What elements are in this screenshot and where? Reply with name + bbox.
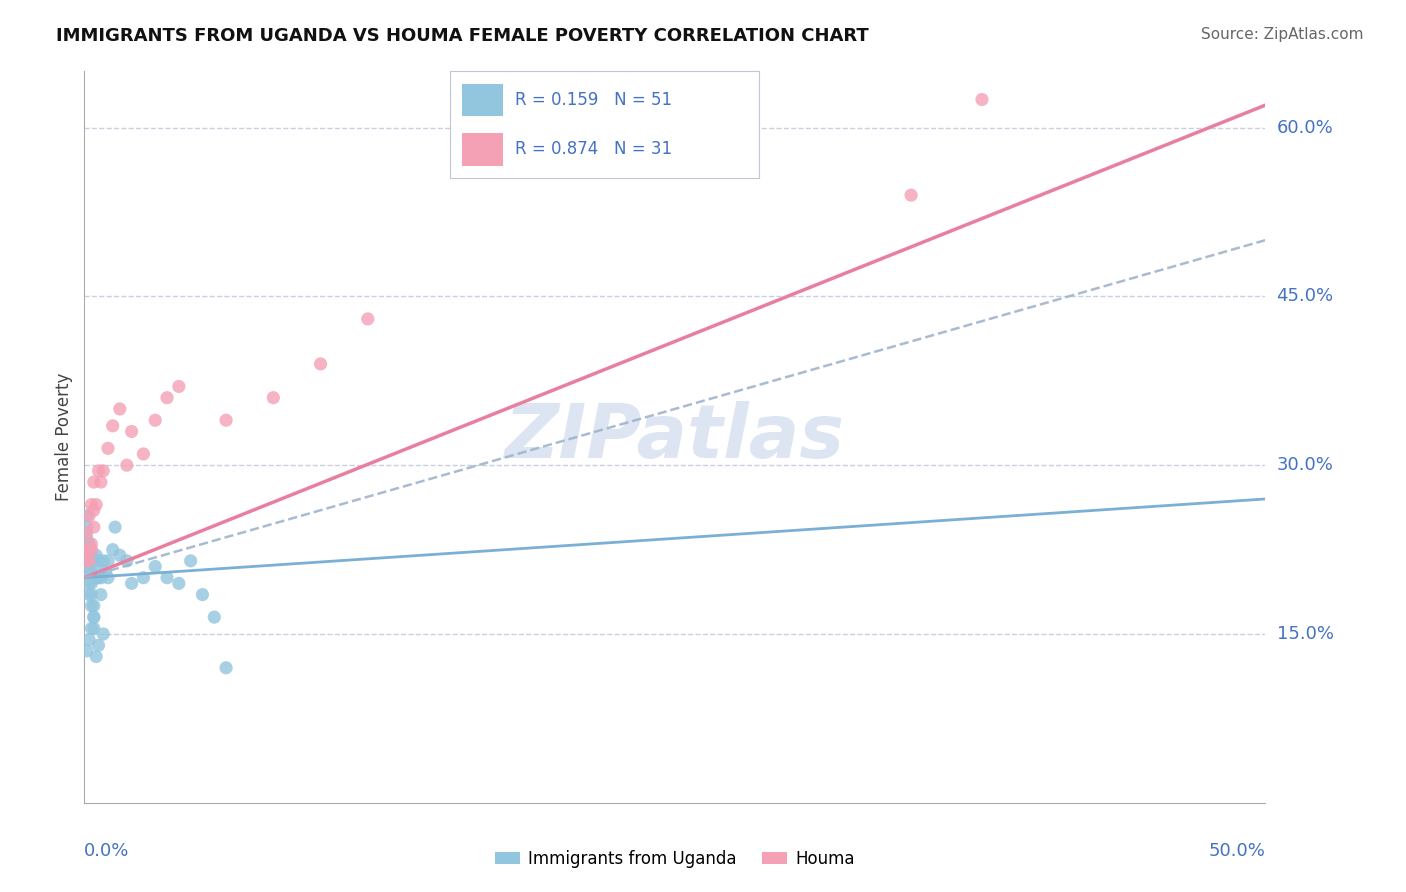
Point [91, 627, 114, 641]
Point [900, 188, 922, 202]
Point [83, 610, 105, 624]
Point [80, 537, 103, 551]
Point [132, 447, 155, 461]
Point [87, 464, 110, 478]
Point [115, 554, 138, 568]
Point [83, 610, 105, 624]
Point [77, 537, 100, 551]
Point [77, 542, 100, 557]
Point [76, 532, 98, 546]
Point [94, 565, 117, 579]
Point [90, 588, 112, 602]
Point [143, 559, 166, 574]
Point [76, 508, 98, 523]
Point [143, 413, 166, 427]
Point [104, 520, 127, 534]
Point [77, 576, 100, 591]
Point [80, 621, 103, 635]
Point [191, 588, 214, 602]
Point [115, 458, 138, 473]
Point [101, 542, 124, 557]
Point [80, 576, 103, 591]
Point [156, 571, 179, 585]
FancyBboxPatch shape [463, 84, 502, 116]
Point [76, 554, 98, 568]
Point [76, 542, 98, 557]
Point [83, 475, 105, 489]
Point [77, 588, 100, 602]
Point [84, 571, 107, 585]
Point [87, 554, 110, 568]
Point [202, 610, 225, 624]
Text: 15.0%: 15.0% [1277, 625, 1333, 643]
Point [970, 93, 993, 107]
Point [83, 520, 105, 534]
Text: 50.0%: 50.0% [1209, 842, 1265, 860]
Point [180, 554, 202, 568]
Point [84, 498, 107, 512]
Point [215, 661, 238, 675]
Point [132, 571, 155, 585]
Point [97, 442, 120, 456]
Point [80, 588, 103, 602]
Point [76, 542, 98, 557]
Point [80, 565, 103, 579]
Text: 60.0%: 60.0% [1277, 119, 1333, 136]
Point [76, 644, 98, 658]
Point [84, 548, 107, 562]
Point [77, 554, 100, 568]
Text: R = 0.874   N = 31: R = 0.874 N = 31 [515, 141, 672, 159]
Point [80, 599, 103, 613]
Text: 45.0%: 45.0% [1277, 287, 1334, 305]
Point [309, 357, 332, 371]
Point [83, 621, 105, 635]
Point [77, 554, 100, 568]
Point [167, 576, 190, 591]
Point [77, 508, 100, 523]
Point [80, 554, 103, 568]
Point [90, 571, 112, 585]
Point [77, 632, 100, 647]
Point [167, 379, 190, 393]
Point [90, 475, 112, 489]
Point [84, 559, 107, 574]
Text: ZIPatlas: ZIPatlas [505, 401, 845, 474]
Point [84, 649, 107, 664]
Text: 30.0%: 30.0% [1277, 456, 1333, 475]
Point [77, 542, 100, 557]
Point [215, 413, 238, 427]
Text: R = 0.159   N = 51: R = 0.159 N = 51 [515, 91, 672, 109]
Point [156, 391, 179, 405]
Point [76, 525, 98, 540]
Point [121, 576, 143, 591]
Point [83, 503, 105, 517]
Point [357, 312, 380, 326]
Point [80, 498, 103, 512]
Text: Source: ZipAtlas.com: Source: ZipAtlas.com [1201, 27, 1364, 42]
Point [80, 542, 103, 557]
Point [108, 548, 131, 562]
Point [97, 571, 120, 585]
Text: IMMIGRANTS FROM UGANDA VS HOUMA FEMALE POVERTY CORRELATION CHART: IMMIGRANTS FROM UGANDA VS HOUMA FEMALE P… [56, 27, 869, 45]
Point [87, 638, 110, 652]
Point [87, 571, 110, 585]
Legend: Immigrants from Uganda, Houma: Immigrants from Uganda, Houma [488, 844, 862, 875]
Point [91, 464, 114, 478]
Point [97, 554, 120, 568]
Point [121, 425, 143, 439]
Point [108, 401, 131, 416]
Point [76, 554, 98, 568]
Point [80, 548, 103, 562]
Point [101, 418, 124, 433]
Point [262, 391, 284, 405]
Point [83, 599, 105, 613]
Text: 0.0%: 0.0% [84, 842, 129, 860]
Point [77, 565, 100, 579]
Y-axis label: Female Poverty: Female Poverty [55, 373, 73, 501]
Point [91, 554, 114, 568]
Point [76, 520, 98, 534]
FancyBboxPatch shape [463, 134, 502, 166]
